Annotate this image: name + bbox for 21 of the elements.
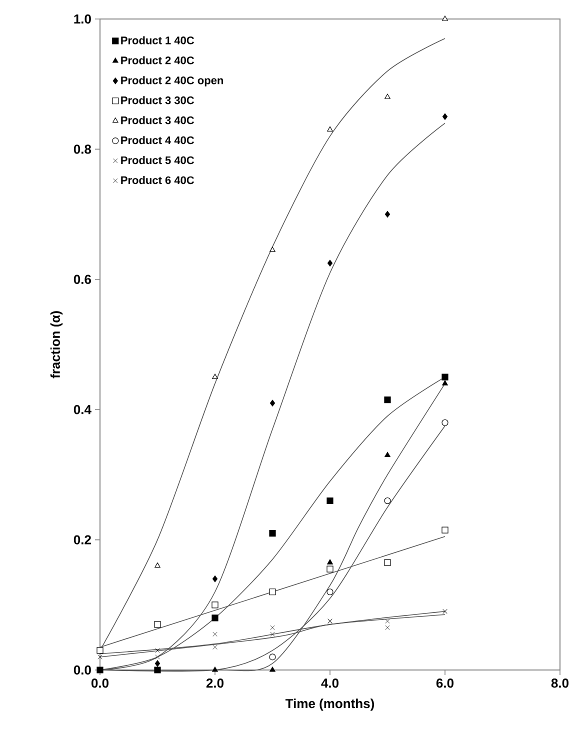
x-tick-label: 8.0 bbox=[551, 678, 568, 688]
y-tick-label: 0.2 bbox=[74, 535, 91, 544]
x-tick-label: 2.0 bbox=[206, 678, 224, 688]
y-tick-label: 0.4 bbox=[74, 404, 92, 414]
x-axis-title: Time (months) bbox=[285, 698, 374, 711]
legend-label: Product 2 40C bbox=[121, 56, 194, 64]
y-tick-label: 0.6 bbox=[74, 274, 91, 284]
legend-label: Product 3 30C bbox=[121, 96, 194, 104]
legend-label: Product 4 40C bbox=[121, 136, 194, 144]
legend-label: Product 2 40C open bbox=[121, 76, 224, 86]
legend-label: Product 1 40C bbox=[121, 36, 194, 44]
x-tick-label: 4.0 bbox=[321, 678, 338, 688]
legend-label: Product 6 40C bbox=[121, 176, 194, 184]
x-tick-label: 6.0 bbox=[436, 678, 454, 688]
y-tick-label: 0.0 bbox=[74, 665, 91, 675]
y-tick-label: 0.8 bbox=[74, 144, 92, 154]
x-tick-label: 0.0 bbox=[91, 678, 108, 688]
legend-label: Product 5 40C bbox=[121, 156, 194, 164]
y-tick-label: 1.0 bbox=[74, 14, 91, 24]
legend-label: Product 3 40C bbox=[121, 116, 194, 124]
y-axis-title: fraction (α) bbox=[50, 311, 63, 378]
